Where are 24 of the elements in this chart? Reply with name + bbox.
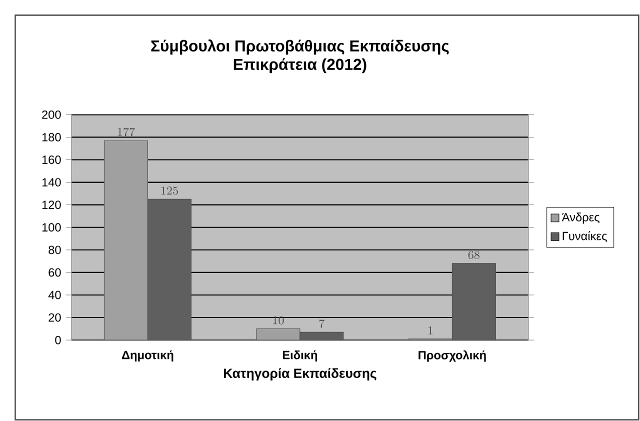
- data-label: 177: [118, 128, 135, 136]
- x-tick-label: Δημοτική: [122, 350, 174, 362]
- y-tick-label: 160: [42, 155, 61, 164]
- y-tick-label: 100: [42, 223, 61, 232]
- y-tick-label: 180: [42, 132, 61, 142]
- x-axis-title: Κατηγορία Εκπαίδευσης: [224, 368, 376, 380]
- y-tick-label: 200: [42, 110, 61, 119]
- legend-label: Γυναίκες: [562, 231, 607, 242]
- y-tick-label: 140: [42, 178, 61, 186]
- legend-label: Άνδρες: [562, 212, 600, 224]
- data-label: 125: [161, 186, 178, 195]
- data-label: 1: [428, 326, 433, 334]
- data-label: 7: [319, 319, 325, 328]
- chart-title: Σύμβουλοι Πρωτοβάθμιας Εκπαίδευσης Επικράτεια (2012): [151, 39, 449, 74]
- y-tick-label: 80: [48, 246, 61, 254]
- y-tick-label: 40: [48, 290, 61, 300]
- x-tick-label: Προσχολική: [418, 350, 486, 362]
- y-tick-label: 0: [55, 336, 61, 344]
- data-label: 68: [468, 250, 480, 259]
- y-tick-label: 120: [42, 200, 61, 209]
- y-tick-label: 20: [48, 313, 61, 322]
- x-tick-label: Ειδική: [282, 350, 317, 362]
- y-tick-label: 60: [48, 268, 61, 277]
- data-label: 10: [273, 316, 284, 324]
